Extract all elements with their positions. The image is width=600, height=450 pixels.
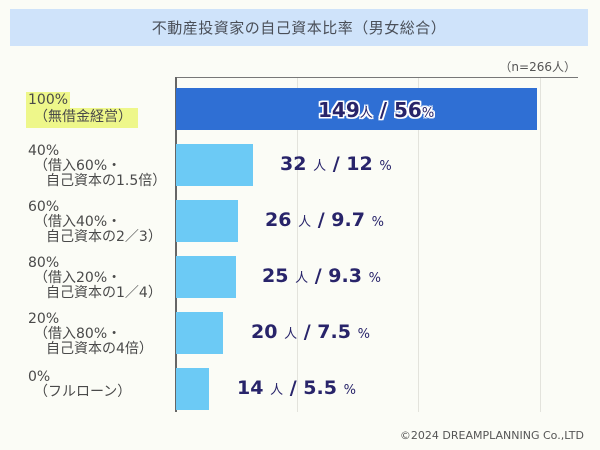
- category-label: 100% （無借金経営）: [26, 92, 138, 128]
- category-label: 0% （フルローン）: [28, 369, 132, 400]
- chart-title-text: 不動産投資家の自己資本比率（男女総合）: [151, 19, 447, 37]
- axis-top-line: [175, 77, 578, 78]
- bar-60pct: [176, 200, 238, 242]
- gridline: [297, 78, 298, 412]
- value-label: 14 人 / 5.5 %: [237, 377, 356, 399]
- sample-size-label: （n=266人）: [499, 60, 576, 74]
- value-label: 26 人 / 9.7 %: [265, 209, 384, 231]
- category-label: 20% （借入80%・ 自己資本の4倍）: [28, 311, 153, 357]
- value-label: 25 人 / 9.3 %: [262, 265, 381, 287]
- bar-40pct: [176, 144, 253, 186]
- category-label: 40% （借入60%・ 自己資本の1.5倍）: [28, 143, 167, 189]
- copyright-text: ©2024 DREAMPLANNING Co.,LTD: [399, 429, 584, 442]
- category-label: 60% （借入40%・ 自己資本の2／3）: [28, 199, 162, 245]
- bar-0pct: [176, 368, 209, 410]
- value-label: 149人 / 56%: [318, 98, 435, 122]
- value-label: 20 人 / 7.5 %: [251, 321, 370, 343]
- bar-20pct: [176, 312, 223, 354]
- gridline: [540, 78, 541, 412]
- category-label: 80% （借入20%・ 自己資本の1／4）: [28, 255, 162, 301]
- axis-left-line: [175, 77, 177, 412]
- bar-80pct: [176, 256, 236, 298]
- gridline: [418, 78, 419, 412]
- chart-title: 不動産投資家の自己資本比率（男女総合）: [10, 9, 588, 46]
- value-label: 32 人 / 12 %: [280, 153, 392, 175]
- bar-100pct: [176, 88, 537, 130]
